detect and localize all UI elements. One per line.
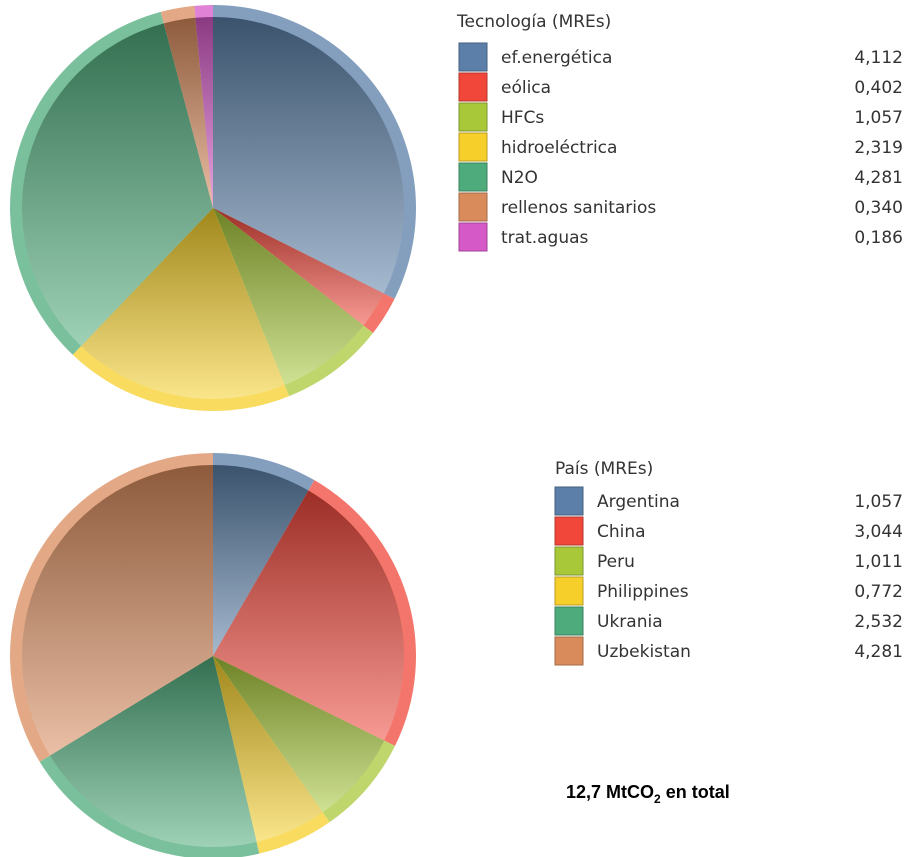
pie-slice-ef-energetica — [213, 17, 405, 294]
pie-slice-argentina — [213, 465, 309, 656]
pie-slice-china — [213, 490, 404, 741]
legend-value-philippines: 0,772 — [854, 582, 903, 602]
legend-label-trat-aguas: trat.aguas — [501, 228, 589, 248]
legend-value-rellenos-sanitarios: 0,340 — [854, 198, 903, 218]
legend-swatch-argentina — [554, 486, 584, 516]
legend-label-hidroelectrica: hidroeléctrica — [501, 138, 617, 158]
legend-title-pais: País (MREs) — [555, 459, 653, 479]
legend-tecnologia: Tecnología (MREs) ef.energética 4,112 eóli… — [456, 12, 903, 252]
legend-value-peru: 1,011 — [854, 552, 903, 572]
legend-swatch-philippines — [554, 576, 584, 606]
legend-label-hfcs: HFCs — [501, 108, 544, 128]
pie-slice-ukrania — [49, 656, 257, 848]
pie-slice-uzbekistan — [22, 465, 213, 756]
pie-slice-hidroelectrica — [81, 208, 285, 400]
legend-value-eolica: 0,402 — [854, 78, 903, 98]
legend-label-philippines: Philippines — [597, 582, 689, 602]
legend-swatch-china — [554, 516, 584, 546]
pie-chart-tecnologia — [9, 5, 416, 412]
legend-label-china: China — [597, 522, 646, 542]
legend-value-n2o: 4,281 — [854, 168, 903, 188]
pie-slice-philippines — [213, 656, 323, 842]
legend-swatch-ukrania — [554, 606, 584, 636]
legend-value-ukrania: 2,532 — [854, 612, 903, 632]
legend-label-n2o: N2O — [501, 168, 538, 188]
legend-swatch-peru — [554, 546, 584, 576]
legend-value-hfcs: 1,057 — [854, 108, 903, 128]
legend-swatch-rellenos-sanitarios — [458, 192, 488, 222]
legend-swatch-n2o — [458, 162, 488, 192]
legend-swatch-uzbekistan — [554, 636, 584, 666]
legend-label-uzbekistan: Uzbekistan — [597, 642, 691, 662]
legend-value-argentina: 1,057 — [854, 492, 903, 512]
legend-label-ef-energetica: ef.energética — [501, 48, 612, 68]
legend-swatch-trat-aguas — [458, 222, 488, 252]
legend-value-trat-aguas: 0,186 — [854, 228, 903, 248]
pie-chart-pais — [10, 453, 416, 857]
legend-label-ukrania: Ukrania — [597, 612, 663, 632]
legend-swatch-hfcs — [458, 102, 488, 132]
legend-label-rellenos-sanitarios: rellenos sanitarios — [501, 198, 656, 218]
pie-slice-n2o — [22, 23, 213, 347]
legend-value-uzbekistan: 4,281 — [854, 642, 903, 662]
legend-value-china: 3,044 — [854, 522, 903, 542]
pie-slice-trat-aguas — [195, 17, 213, 208]
legend-value-ef-energetica: 4,112 — [854, 48, 903, 68]
pie-slice-eolica — [213, 208, 384, 326]
legend-swatch-hidroelectrica — [458, 132, 488, 162]
legend-title-tecnologia: Tecnología (MREs) — [456, 12, 611, 32]
pie-slice-peru — [213, 656, 385, 813]
total-label: 12,7 MtCO2 en total — [566, 782, 730, 806]
legend-label-argentina: Argentina — [597, 492, 680, 512]
legend-swatch-eolica — [458, 72, 488, 102]
legend-swatch-ef-energetica — [458, 42, 488, 72]
pie-slice-hfcs — [213, 208, 364, 386]
legend-label-eolica: eólica — [501, 78, 551, 98]
legend-label-peru: Peru — [597, 552, 635, 572]
legend-value-hidroelectrica: 2,319 — [854, 138, 903, 158]
legend-pais: País (MREs) Argentina 1,057 China 3,044 Peru… — [554, 459, 903, 666]
pie-slice-rellenos-sanitarios — [163, 17, 213, 209]
